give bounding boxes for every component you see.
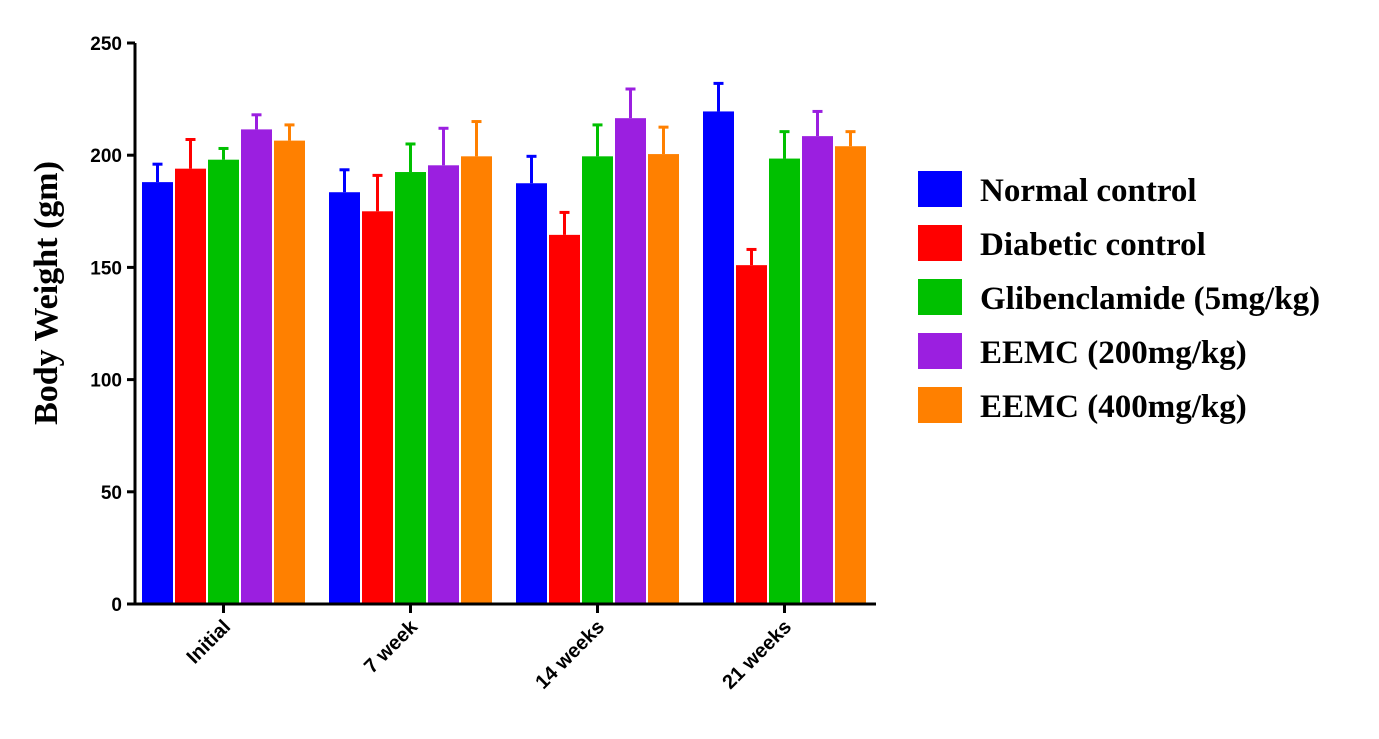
legend-swatch [918,171,962,207]
legend-label: Normal control [980,173,1197,209]
legend-item: Normal control [918,171,1197,209]
bar [703,111,734,604]
legend-swatch [918,387,962,423]
bar [362,211,393,605]
bar [648,154,679,604]
y-tick-label: 50 [101,483,122,504]
x-category-label: Initial [183,616,235,668]
bar [736,265,767,604]
x-category-label: 7 week [360,615,423,678]
legend-item: EEMC (200mg/kg) [918,333,1247,371]
bar [615,118,646,604]
bars-layer [142,81,866,605]
legend-swatch [918,279,962,315]
bar [329,192,360,604]
bar [208,159,239,605]
bar [549,234,580,604]
bar [835,146,866,604]
bar [428,165,459,604]
legend-swatch [918,333,962,369]
bar [142,182,173,605]
bar [461,156,492,604]
bar [769,158,800,605]
x-category-label: 14 weeks [531,616,609,694]
bar [395,172,426,604]
legend-label: Diabetic control [980,227,1206,263]
legend-item: Glibenclamide (5mg/kg) [918,279,1320,317]
legend-label: Glibenclamide (5mg/kg) [980,281,1320,317]
legend-item: Diabetic control [918,225,1206,263]
bar [175,168,206,604]
y-tick-label: 150 [90,258,122,279]
legend: Normal control Diabetic control Glibenclam… [918,171,1320,425]
y-tick-label: 0 [111,595,122,616]
axes-layer [133,43,876,606]
bar [516,183,547,604]
bar [802,136,833,604]
y-tick-label: 100 [90,371,122,392]
legend-item: EEMC (400mg/kg) [918,387,1247,425]
legend-label: EEMC (200mg/kg) [980,335,1247,371]
bar [274,140,305,604]
bar [582,156,613,604]
y-tick-label: 200 [90,146,122,167]
legend-label: EEMC (400mg/kg) [980,389,1247,425]
legend-swatch [918,225,962,261]
y-axis-label: Body Weight (gm) [28,161,65,425]
bar [241,129,272,605]
y-tick-label: 250 [90,34,122,55]
x-category-label: 21 weeks [718,616,796,694]
